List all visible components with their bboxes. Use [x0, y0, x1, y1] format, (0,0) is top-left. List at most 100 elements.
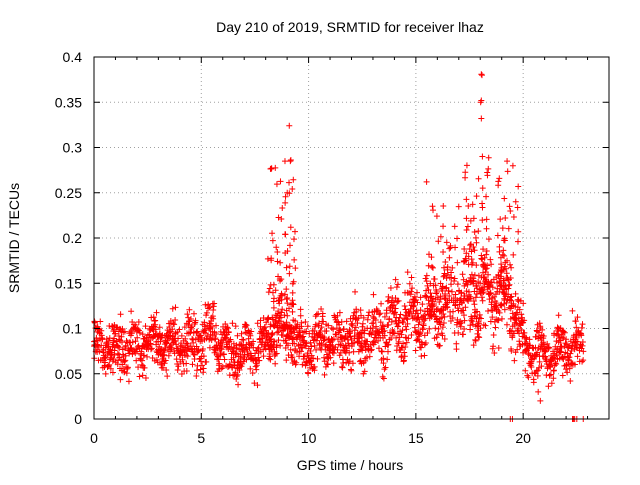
data-point	[147, 340, 154, 347]
data-point	[469, 259, 476, 266]
data-point	[462, 304, 469, 311]
data-point	[316, 320, 323, 327]
data-point	[156, 324, 163, 331]
data-point	[436, 298, 443, 305]
data-point	[571, 361, 578, 368]
data-point	[187, 316, 194, 323]
data-point	[515, 228, 522, 235]
data-point	[461, 245, 468, 252]
data-point	[112, 330, 119, 337]
data-point	[547, 371, 554, 378]
data-point	[423, 178, 430, 185]
data-point	[298, 323, 305, 330]
data-point	[272, 351, 279, 358]
data-point	[206, 344, 213, 351]
label-layer: 0 5 10 15 20 0 0.05 0.1 0.15 0.2 0.25 0.3 0.35 0.4	[55, 49, 531, 446]
data-point	[455, 203, 462, 210]
data-point	[566, 365, 573, 372]
data-point	[402, 312, 409, 319]
data-point	[474, 330, 481, 337]
data-point	[281, 158, 288, 165]
data-point	[461, 282, 468, 289]
data-point	[347, 330, 354, 337]
data-point	[230, 372, 237, 379]
data-point	[210, 315, 217, 322]
data-point	[267, 356, 274, 363]
data-point	[490, 343, 497, 350]
data-point	[324, 361, 331, 368]
data-point	[500, 247, 507, 254]
data-point	[546, 372, 553, 379]
data-point	[416, 331, 423, 338]
data-point	[471, 301, 478, 308]
data-point	[224, 325, 231, 332]
data-point	[287, 325, 294, 332]
data-point	[364, 338, 371, 345]
data-point	[175, 335, 182, 342]
data-point	[463, 227, 470, 233]
data-point	[563, 336, 570, 343]
data-point	[206, 304, 213, 311]
data-point	[129, 339, 136, 346]
data-point	[285, 342, 292, 349]
data-point	[526, 336, 533, 343]
data-point	[272, 360, 279, 367]
data-point	[469, 201, 476, 208]
data-point	[253, 366, 260, 373]
data-point	[161, 360, 168, 367]
data-point	[150, 314, 157, 321]
data-point	[504, 158, 511, 165]
data-point	[117, 311, 124, 318]
data-point	[429, 303, 436, 310]
data-point	[521, 329, 528, 336]
data-point	[144, 353, 151, 360]
data-point	[481, 274, 488, 281]
data-point	[560, 335, 567, 342]
data-point	[498, 273, 505, 280]
data-point	[311, 363, 318, 370]
data-point	[395, 297, 402, 304]
data-point	[580, 348, 587, 355]
data-point	[142, 374, 149, 381]
data-point	[409, 285, 416, 292]
data-point	[516, 306, 523, 313]
data-point	[163, 340, 170, 347]
data-point	[163, 367, 170, 374]
data-point	[400, 340, 407, 347]
data-point	[210, 306, 217, 313]
data-point	[184, 353, 191, 360]
data-point	[435, 325, 442, 332]
data-point	[314, 355, 321, 362]
data-point	[455, 329, 462, 336]
data-point	[482, 322, 489, 329]
data-point	[495, 317, 502, 324]
data-point	[449, 264, 456, 271]
data-point	[332, 331, 339, 338]
data-point	[487, 256, 494, 263]
data-point	[152, 326, 159, 333]
data-point	[463, 250, 470, 257]
data-point	[281, 312, 288, 319]
data-point	[249, 369, 256, 376]
data-point	[286, 263, 293, 270]
data-point	[297, 306, 304, 313]
data-point	[468, 256, 475, 263]
data-point	[224, 324, 231, 331]
data-point	[232, 323, 239, 330]
data-point	[276, 276, 283, 283]
data-point	[266, 285, 273, 292]
data-point	[102, 359, 109, 366]
data-point	[495, 272, 502, 279]
data-point	[248, 328, 255, 335]
data-point	[190, 339, 197, 346]
data-point	[282, 337, 289, 344]
data-point	[190, 351, 197, 358]
data-point	[265, 315, 272, 322]
data-point	[334, 312, 341, 319]
data-point	[395, 338, 402, 345]
data-point	[273, 350, 280, 357]
data-point	[241, 352, 248, 359]
data-point	[483, 247, 490, 254]
data-point	[381, 313, 388, 320]
data-point	[378, 348, 385, 355]
